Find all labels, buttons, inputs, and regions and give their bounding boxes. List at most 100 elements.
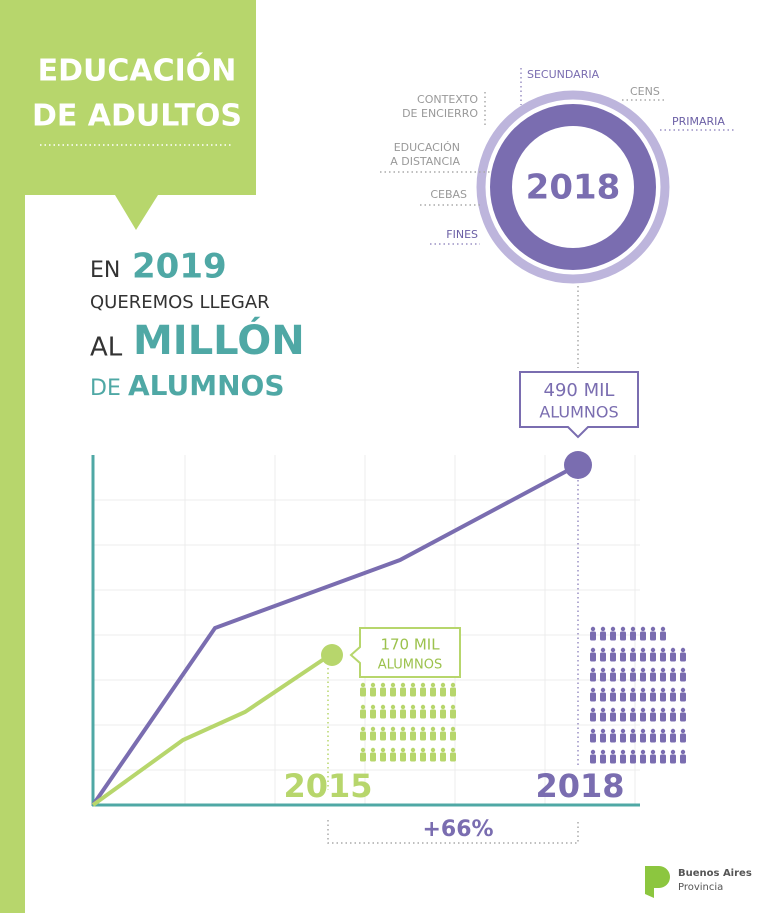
person-icon [610, 749, 616, 764]
year-label: 2015 [283, 767, 372, 805]
headline-text: AL [90, 333, 123, 363]
person-icon [660, 749, 666, 764]
person-head [600, 707, 606, 713]
person-icon [420, 704, 426, 719]
person-body [660, 652, 666, 662]
person-head [630, 749, 636, 755]
person-head [610, 728, 616, 734]
person-icon [380, 747, 386, 762]
headline-emphasis: MILLÓN [133, 316, 305, 364]
header-pointer [115, 195, 158, 230]
person-icon [390, 747, 396, 762]
person-head [380, 682, 386, 688]
person-icon [420, 726, 426, 741]
person-head [650, 667, 656, 673]
headline-text: EN [90, 258, 120, 283]
person-body [370, 752, 376, 762]
person-body [590, 692, 596, 702]
person-head [380, 726, 386, 732]
person-head [440, 682, 446, 688]
person-icon [440, 682, 446, 697]
person-body [620, 733, 626, 743]
person-head [630, 626, 636, 632]
person-body [670, 733, 676, 743]
person-head [680, 687, 686, 693]
person-icon [660, 626, 666, 641]
trend-2018 [91, 463, 579, 807]
person-head [390, 704, 396, 710]
person-icon [620, 647, 626, 662]
person-body [640, 672, 646, 682]
person-icon [610, 667, 616, 682]
person-body [660, 631, 666, 641]
person-icon [430, 726, 436, 741]
headline-text: QUEREMOS LLEGAR [90, 292, 270, 313]
person-icon [630, 749, 636, 764]
person-icon [590, 707, 596, 722]
callout-text: 490 MIL [544, 380, 615, 401]
person-body [680, 672, 686, 682]
person-icon [590, 728, 596, 743]
person-head [390, 747, 396, 753]
person-head [390, 682, 396, 688]
person-icon [420, 747, 426, 762]
people-icons [360, 626, 686, 764]
donut-label: CEBAS [430, 188, 467, 201]
person-head [610, 707, 616, 713]
person-head [430, 682, 436, 688]
person-head [640, 728, 646, 734]
person-body [650, 692, 656, 702]
person-head [440, 726, 446, 732]
person-head [380, 747, 386, 753]
person-body [670, 672, 676, 682]
person-body [360, 752, 366, 762]
person-body [610, 631, 616, 641]
person-head [590, 687, 596, 693]
person-icon [620, 687, 626, 702]
person-icon [610, 728, 616, 743]
person-body [390, 687, 396, 697]
person-head [390, 726, 396, 732]
person-body [610, 692, 616, 702]
person-icon [370, 682, 376, 697]
person-body [430, 709, 436, 719]
person-icon [390, 726, 396, 741]
person-body [380, 687, 386, 697]
person-icon [680, 667, 686, 682]
person-body [630, 692, 636, 702]
person-head [440, 747, 446, 753]
person-body [620, 754, 626, 764]
person-body [360, 731, 366, 741]
person-body [650, 733, 656, 743]
person-body [400, 731, 406, 741]
person-body [600, 733, 606, 743]
callout-text: ALUMNOS [539, 403, 618, 422]
person-body [670, 652, 676, 662]
person-body [650, 652, 656, 662]
person-body [450, 752, 456, 762]
person-body [420, 687, 426, 697]
person-body [410, 731, 416, 741]
person-body [630, 733, 636, 743]
headline-year: 2019 [132, 247, 227, 287]
person-head [600, 728, 606, 734]
person-head [660, 707, 666, 713]
person-icon [660, 728, 666, 743]
person-body [590, 754, 596, 764]
person-icon [370, 704, 376, 719]
person-head [430, 747, 436, 753]
person-body [640, 712, 646, 722]
person-icon [400, 704, 406, 719]
callout-2018 [519, 371, 639, 439]
person-icon [640, 749, 646, 764]
person-body [630, 631, 636, 641]
person-head [650, 749, 656, 755]
person-icon [400, 747, 406, 762]
person-icon [640, 667, 646, 682]
donut-label: SECUNDARIA [527, 68, 600, 81]
person-body [450, 731, 456, 741]
person-body [380, 709, 386, 719]
person-icon [610, 687, 616, 702]
person-head [630, 667, 636, 673]
